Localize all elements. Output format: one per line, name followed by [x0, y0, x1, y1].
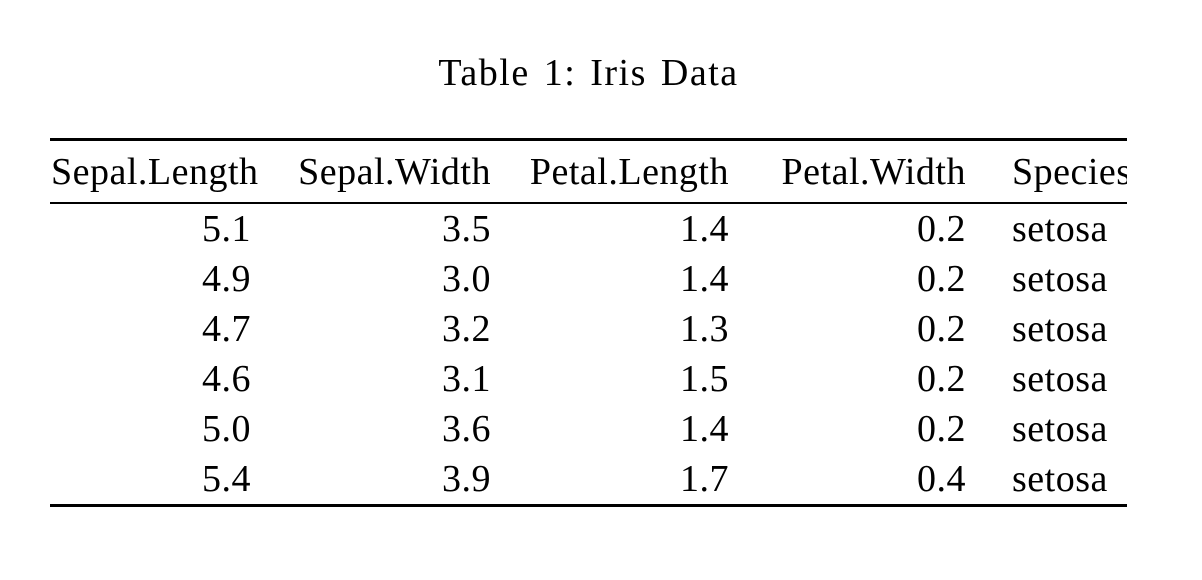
cell-petal-length: 1.4	[680, 408, 729, 450]
cell-petal-width: 0.2	[917, 308, 966, 350]
cell-sepal-length: 5.0	[202, 408, 251, 450]
cell-sepal-width: 3.9	[442, 458, 491, 500]
cell-sepal-length: 5.1	[202, 208, 251, 250]
table-row: 5.1 3.5 1.4 0.2 setosa	[50, 203, 1127, 254]
cell-sepal-length: 4.9	[202, 258, 251, 300]
col-header-petal-length: Petal.Length	[515, 139, 753, 204]
table-row: 4.6 3.1 1.5 0.2 setosa	[50, 354, 1127, 404]
col-header-species: Species	[990, 139, 1127, 204]
cell-petal-length: 1.5	[680, 358, 729, 400]
cell-sepal-width: 3.1	[442, 358, 491, 400]
iris-data-table: Sepal.Length Sepal.Width Petal.Length Pe…	[50, 138, 1127, 507]
cell-sepal-length: 4.7	[202, 308, 251, 350]
col-header-petal-width: Petal.Width	[753, 139, 990, 204]
cell-petal-length: 1.4	[680, 208, 729, 250]
cell-species: setosa	[1012, 308, 1108, 350]
cell-sepal-width: 3.6	[442, 408, 491, 450]
col-header-sepal-length: Sepal.Length	[50, 139, 275, 204]
table-row: 4.7 3.2 1.3 0.2 setosa	[50, 304, 1127, 354]
table-body: 5.1 3.5 1.4 0.2 setosa 4.9 3.0 1.4 0.2 setosa 4.7 3…	[50, 203, 1127, 506]
cell-petal-length: 1.4	[680, 258, 729, 300]
table-row: 5.4 3.9 1.7 0.4 setosa	[50, 454, 1127, 506]
cell-petal-width: 0.4	[917, 458, 966, 500]
table-row: 4.9 3.0 1.4 0.2 setosa	[50, 254, 1127, 304]
cell-sepal-length: 5.4	[202, 458, 251, 500]
cell-species: setosa	[1012, 408, 1108, 450]
cell-sepal-width: 3.0	[442, 258, 491, 300]
cell-petal-width: 0.2	[917, 358, 966, 400]
cell-species: setosa	[1012, 208, 1108, 250]
cell-petal-length: 1.7	[680, 458, 729, 500]
cell-petal-length: 1.3	[680, 308, 729, 350]
cell-petal-width: 0.2	[917, 208, 966, 250]
cell-sepal-width: 3.5	[442, 208, 491, 250]
table-row: 5.0 3.6 1.4 0.2 setosa	[50, 404, 1127, 454]
cell-sepal-width: 3.2	[442, 308, 491, 350]
header-row: Sepal.Length Sepal.Width Petal.Length Pe…	[50, 139, 1127, 204]
cell-species: setosa	[1012, 258, 1108, 300]
cell-petal-width: 0.2	[917, 258, 966, 300]
cell-species: setosa	[1012, 358, 1108, 400]
cell-species: setosa	[1012, 458, 1108, 500]
cell-petal-width: 0.2	[917, 408, 966, 450]
col-header-sepal-width: Sepal.Width	[275, 139, 515, 204]
cell-sepal-length: 4.6	[202, 358, 251, 400]
table-caption: Table 1: Iris Data	[438, 52, 739, 94]
